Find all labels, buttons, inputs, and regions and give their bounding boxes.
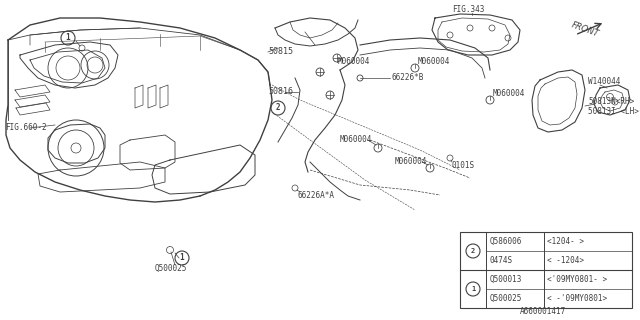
Text: 0101S: 0101S [452,161,475,170]
Text: M060004: M060004 [493,90,525,99]
Text: 1: 1 [471,286,475,292]
Text: M060004: M060004 [338,58,371,67]
Text: 2: 2 [471,248,475,254]
Text: 50813I <LH>: 50813I <LH> [588,108,639,116]
Text: Q586006: Q586006 [490,237,522,246]
Text: M060004: M060004 [418,58,451,67]
Text: 66226*B: 66226*B [392,74,424,83]
Text: <'09MY0801- >: <'09MY0801- > [547,275,607,284]
Text: 50816: 50816 [268,87,293,97]
Circle shape [175,251,189,265]
Text: 1: 1 [66,34,70,43]
Text: M060004: M060004 [395,157,428,166]
Circle shape [466,282,480,296]
Circle shape [466,244,480,258]
Circle shape [61,31,75,45]
Circle shape [271,101,285,115]
Text: < -'09MY0801>: < -'09MY0801> [547,294,607,303]
Text: FIG.660-2: FIG.660-2 [5,124,47,132]
Text: Q500025: Q500025 [490,294,522,303]
Text: FIG.343: FIG.343 [452,5,484,14]
Text: 2: 2 [276,103,280,113]
Text: Q500013: Q500013 [490,275,522,284]
Text: 50813N<RH>: 50813N<RH> [588,98,634,107]
Bar [460,232,632,308]
Text: <1204- >: <1204- > [547,237,584,246]
Text: 66226A*A: 66226A*A [298,190,335,199]
Text: FRONT: FRONT [570,21,600,39]
Text: Q500025: Q500025 [155,263,188,273]
Text: 50815: 50815 [268,47,293,57]
Text: A660001417: A660001417 [520,308,566,316]
Text: W140044: W140044 [588,77,620,86]
Text: M060004: M060004 [340,135,372,145]
Text: 0474S: 0474S [490,256,513,265]
Text: 1: 1 [180,253,184,262]
Text: < -1204>: < -1204> [547,256,584,265]
